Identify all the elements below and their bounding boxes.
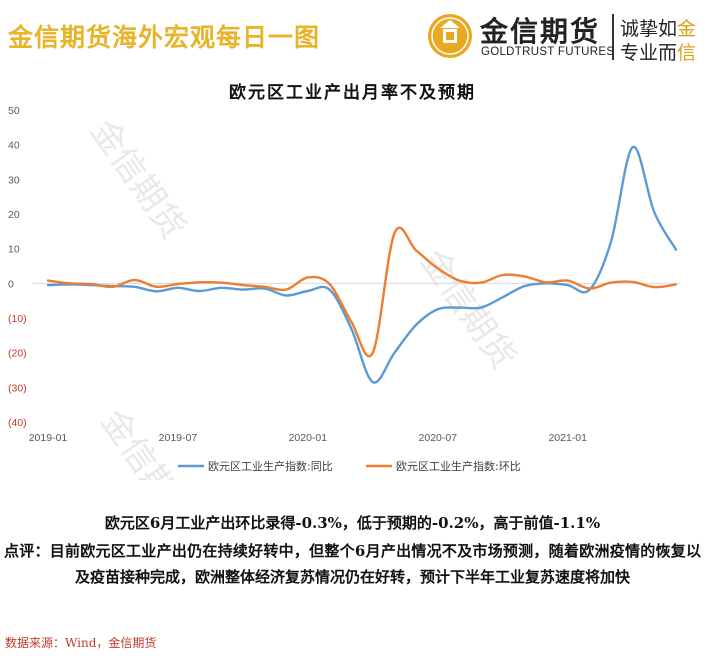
x-axis: 2019-01 2019-07 2020-01 2020-07 2021-01 — [29, 282, 680, 444]
legend-label: 欧元区工业生产指数:环比 — [396, 459, 521, 473]
series-line-1 — [46, 145, 678, 384]
legend-item-2[interactable]: 欧元区工业生产指数:环比 — [366, 459, 521, 473]
goldtrust-coin-logo-icon — [428, 14, 472, 58]
y-tick-label: 10 — [8, 244, 20, 256]
line-chart: 金信期货金信期货金信期货金信期货 50 40 30 20 10 0 (10) (20) (30)… — [8, 105, 680, 480]
y-tick-label: (30) — [8, 382, 27, 394]
slogan-line-1-text: 诚挚如 — [620, 18, 678, 40]
watermark-layer: 金信期货金信期货金信期货金信期货 — [83, 112, 524, 480]
chart-legend[interactable]: 欧元区工业生产指数:同比 欧元区工业生产指数:环比 — [178, 459, 521, 473]
y-tick-label: 50 — [8, 105, 20, 117]
slogan-line-1: 诚挚如金 — [620, 14, 696, 41]
watermark-text: 金信期货 — [83, 112, 194, 246]
data-source: 数据来源：Wind，金信期货 — [5, 636, 157, 650]
y-axis: 50 40 30 20 10 0 (10) (20) (30) (40) — [8, 105, 27, 429]
x-tick-label: 2021-01 — [548, 432, 587, 444]
summary-text: 欧元区6月工业产出环比录得-0.3%，低于预期的-0.2%，高于前值-1.1% — [104, 514, 601, 532]
legend-item-1[interactable]: 欧元区工业生产指数:同比 — [178, 459, 333, 473]
x-tick-label: 2019-01 — [29, 432, 68, 444]
x-tick-label: 2019-07 — [159, 432, 198, 444]
comment-text: 点评：目前欧元区工业产出仍在持续好转中，但整个6月产出情况不及市场预测，随着欧洲… — [4, 542, 701, 586]
header-banner: 金信期货海外宏观每日一图 金信期货 GOLDTRUST FUTURES 诚挚如金… — [0, 0, 705, 74]
series-line-2 — [46, 226, 678, 358]
chart-title: 欧元区工业产出月率不及预期 — [229, 83, 476, 103]
x-tick-label: 2020-07 — [419, 432, 458, 444]
y-tick-label: 0 — [8, 278, 14, 290]
y-tick-label: 30 — [8, 174, 20, 186]
y-tick-label: (10) — [8, 313, 27, 325]
brand-english-name: GOLDTRUST FUTURES — [481, 46, 615, 58]
legend-label: 欧元区工业生产指数:同比 — [208, 459, 333, 473]
y-tick-label: 40 — [8, 140, 20, 152]
header-title: 金信期货海外宏观每日一图 — [8, 23, 321, 52]
x-tick-label: 2020-01 — [289, 432, 328, 444]
y-tick-label: (40) — [8, 417, 27, 429]
series-layer — [46, 145, 678, 384]
slogan-line-2: 专业而信 — [620, 38, 696, 65]
slogan-line-2-text: 专业而 — [620, 42, 678, 64]
slogan-line-2-accent: 信 — [677, 42, 697, 64]
y-tick-label: 20 — [8, 209, 20, 221]
slogan-line-1-accent: 金 — [677, 18, 697, 40]
brand-name: 金信期货 — [480, 15, 601, 48]
y-tick-label: (20) — [8, 348, 27, 360]
brand-divider — [612, 14, 614, 60]
